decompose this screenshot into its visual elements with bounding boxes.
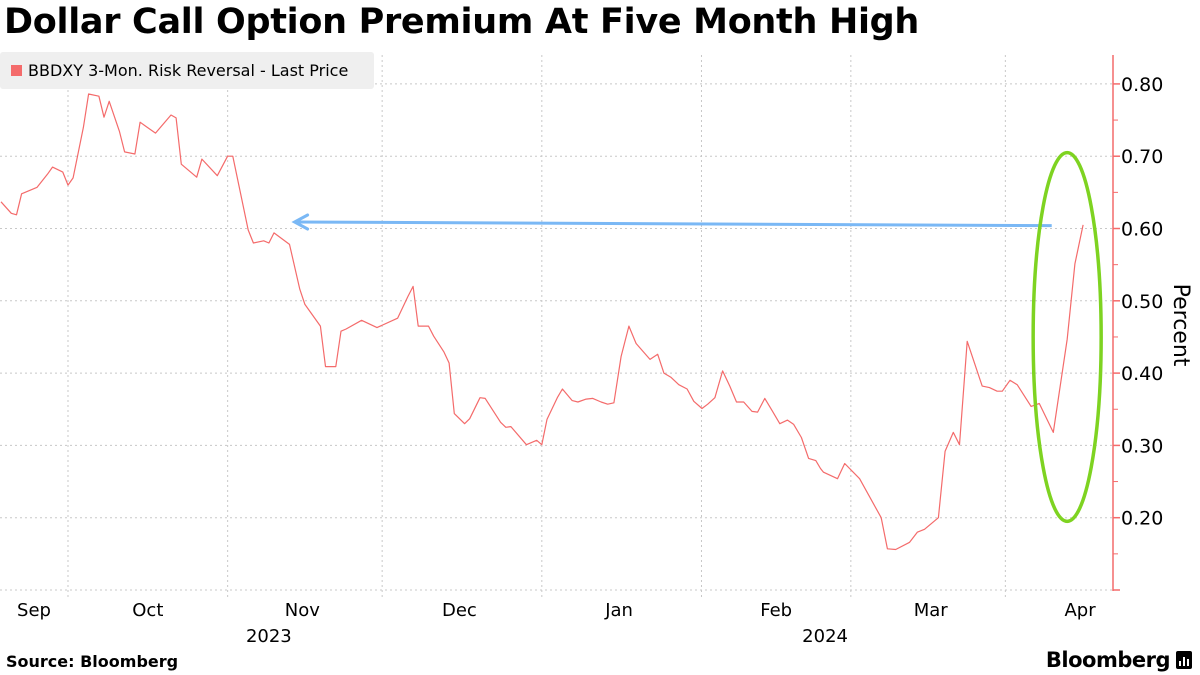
highlight-ellipse bbox=[1031, 150, 1103, 524]
y-tick-label: 0.70 bbox=[1121, 146, 1163, 168]
year-label: 2023 bbox=[246, 626, 292, 647]
y-axis: 0.20 0.30 0.40 0.50 0.60 0.70 0.80 bbox=[1112, 55, 1163, 591]
y-tick-label: 0.20 bbox=[1121, 508, 1163, 530]
chart-title: Dollar Call Option Premium At Five Month… bbox=[4, 2, 920, 42]
year-label: 2024 bbox=[802, 626, 848, 647]
x-tick-label: Dec bbox=[442, 600, 477, 621]
x-tick-label: Feb bbox=[760, 600, 792, 621]
y-tick-label: 0.50 bbox=[1121, 291, 1163, 313]
x-axis-labels: Sep Oct Nov Dec Jan Feb Mar Apr 2023 2024 bbox=[17, 600, 1096, 647]
legend-label: BBDXY 3-Mon. Risk Reversal - Last Price bbox=[28, 61, 349, 80]
x-tick-label: Mar bbox=[914, 600, 949, 621]
series-layer bbox=[0, 93, 1084, 551]
arrow-line bbox=[294, 220, 1052, 228]
y-axis-label: Percent bbox=[1168, 284, 1193, 367]
x-tick-label: Oct bbox=[132, 600, 163, 621]
series-line bbox=[0, 93, 1084, 551]
x-tick-label: Sep bbox=[17, 600, 51, 621]
source-note: Source: Bloomberg bbox=[6, 652, 179, 671]
y-tick-label: 0.40 bbox=[1121, 363, 1163, 385]
y-tick-label: 0.30 bbox=[1121, 435, 1163, 457]
x-tick-label: Nov bbox=[285, 600, 320, 621]
legend-swatch bbox=[11, 65, 22, 76]
x-tick-label: Jan bbox=[604, 600, 633, 621]
arrow-head bbox=[291, 213, 310, 231]
brand-name: Bloomberg bbox=[1045, 648, 1171, 672]
y-tick-label: 0.80 bbox=[1121, 74, 1163, 96]
legend: BBDXY 3-Mon. Risk Reversal - Last Price bbox=[0, 52, 374, 89]
x-tick-label: Apr bbox=[1064, 600, 1096, 621]
bar-chart-icon bbox=[1176, 651, 1192, 669]
y-tick-label: 0.60 bbox=[1121, 219, 1163, 241]
bloomberg-logo: Bloomberg bbox=[1046, 648, 1192, 672]
annotations bbox=[291, 150, 1103, 524]
grid-lines bbox=[0, 55, 1113, 598]
